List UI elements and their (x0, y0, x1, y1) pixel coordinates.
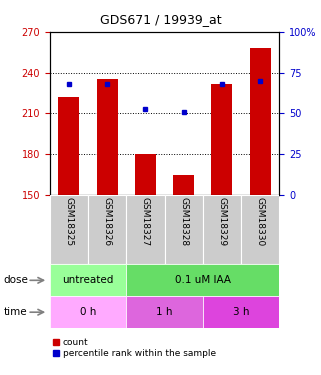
Legend: count, percentile rank within the sample: count, percentile rank within the sample (53, 338, 216, 358)
Bar (126, 296, 203, 328)
Bar (88, 195, 126, 264)
Bar (97, 80, 118, 195)
Bar (135, 154, 156, 195)
Text: GSM18326: GSM18326 (103, 197, 112, 246)
Text: GDS671 / 19939_at: GDS671 / 19939_at (100, 13, 221, 26)
Bar (250, 48, 271, 195)
Bar (50, 195, 88, 264)
Bar (203, 296, 279, 328)
Text: GSM18330: GSM18330 (256, 197, 265, 246)
Bar (126, 264, 279, 296)
Bar (203, 195, 241, 264)
Text: dose: dose (3, 275, 28, 285)
Text: GSM18329: GSM18329 (217, 197, 226, 246)
Text: 1 h: 1 h (156, 307, 173, 317)
Bar (241, 195, 279, 264)
Text: 0.1 uM IAA: 0.1 uM IAA (175, 275, 231, 285)
Text: time: time (3, 307, 27, 317)
Bar (50, 296, 126, 328)
Text: GSM18328: GSM18328 (179, 197, 188, 246)
Text: untreated: untreated (62, 275, 114, 285)
Bar (126, 195, 164, 264)
Bar (58, 97, 79, 195)
Bar (173, 175, 194, 195)
Bar (50, 264, 126, 296)
Bar (211, 84, 232, 195)
Text: GSM18327: GSM18327 (141, 197, 150, 246)
Text: 3 h: 3 h (233, 307, 249, 317)
Text: GSM18325: GSM18325 (65, 197, 74, 246)
Bar (164, 195, 203, 264)
Text: 0 h: 0 h (80, 307, 96, 317)
